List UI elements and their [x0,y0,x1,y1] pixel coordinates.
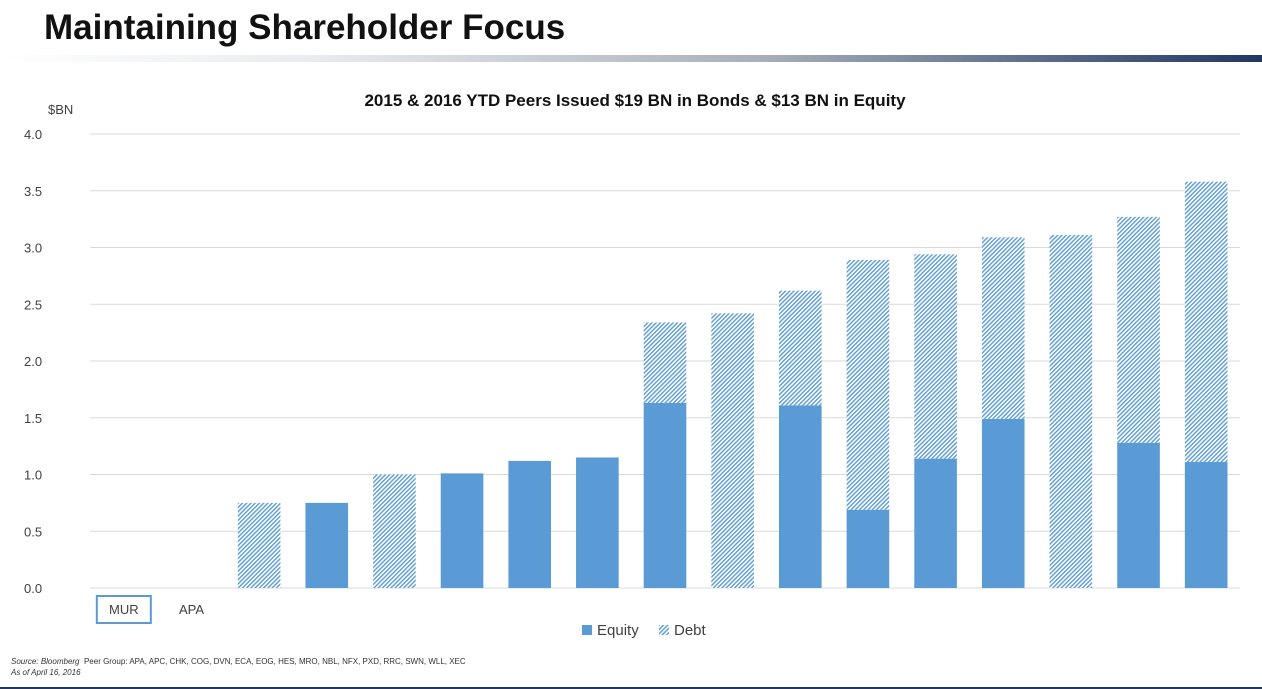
legend-debt-swatch [659,625,669,635]
bar-debt [1117,216,1160,443]
legend-debt-label: Debt [674,622,707,639]
footer-divider [0,687,1262,689]
bar-debt [778,290,822,406]
page-title: Maintaining Shareholder Focus [44,8,566,47]
legend-equity-label: Equity [597,622,639,639]
y-axis-unit-label: $BN [48,102,73,117]
bar-equity [914,458,957,588]
bar-debt [1184,181,1228,463]
title-divider [0,55,1262,62]
bar-equity [1117,442,1160,588]
bars [237,181,1228,588]
chart-title: 2015 & 2016 YTD Peers Issued $19 BN in B… [364,91,906,110]
bar-debt [643,322,687,403]
bar-debt [914,254,957,459]
bar-equity [576,457,619,588]
bar-equity [778,405,822,588]
peer-group-note: Peer Group: APA, APC, CHK, COG, DVN, ECA… [83,657,466,666]
x-category-label: MUR [109,602,139,617]
bar-debt [237,502,281,588]
bar-equity [981,418,1025,588]
bar-equity [440,473,484,588]
legend: Equity Debt [582,622,707,639]
legend-equity-swatch [582,625,592,635]
footer-notes: Source: Bloomberg Peer Group: APA, APC, … [11,656,466,678]
bar-debt [373,474,416,588]
y-tick-label: 1.0 [24,468,42,483]
bar-equity [508,460,552,588]
y-tick-label: 3.5 [24,184,42,199]
y-axis-ticks: 0.0 0.5 1.0 1.5 2.0 2.5 3.0 3.5 4.0 [24,127,42,596]
bar-debt [846,259,890,510]
bar-debt [711,313,754,588]
bar-equity [305,502,349,588]
bar-equity [1184,462,1228,588]
y-tick-label: 2.5 [24,297,42,312]
y-tick-label: 0.0 [24,581,42,596]
bar-equity [846,509,890,588]
y-tick-label: 2.0 [24,354,42,369]
bar-equity [643,402,687,588]
x-category-label: APA [179,602,204,617]
as-of-date: As of April 16, 2016 [11,668,81,677]
highlight-box [95,595,152,624]
y-tick-label: 3.0 [24,241,42,256]
y-tick-label: 0.5 [24,524,42,539]
issuance-bar-chart: 2015 & 2016 YTD Peers Issued $19 BN in B… [24,91,1240,639]
source-label: Source: [11,657,39,666]
bar-debt [1049,235,1093,588]
x-axis-labels: MUR APA [95,595,204,624]
bar-debt [981,237,1025,419]
source-name: Bloomberg [40,657,80,666]
y-tick-label: 1.5 [24,411,42,426]
y-tick-label: 4.0 [24,127,42,142]
